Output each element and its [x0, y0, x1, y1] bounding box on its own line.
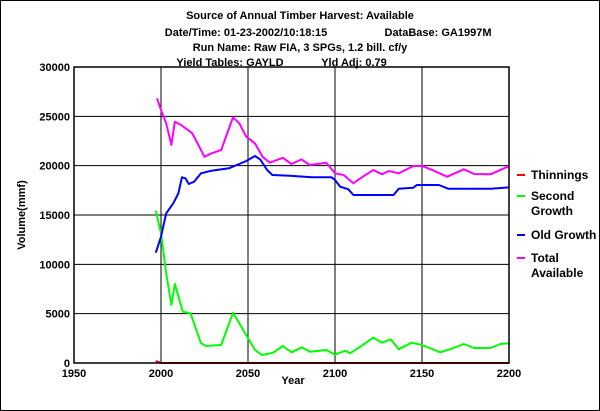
run-name-label: Run Name: Raw FIA, 3 SPGs, 1.2 bill. cf/… — [193, 42, 408, 54]
series-line-second-growth — [154, 210, 510, 356]
x-tick-label: 2150 — [410, 368, 434, 380]
series-line-old-growth — [154, 155, 510, 254]
axes: 0 5000 10000 15000 20000 25000 30000 1950 2000 20… — [39, 62, 521, 380]
y-tick-label: 30000 — [39, 62, 70, 74]
x-tick-label: 1950 — [62, 368, 86, 380]
y-axis-label: Volume(mmf) — [16, 180, 28, 250]
x-axis-label: Year — [281, 375, 305, 387]
y-tick-label: 20000 — [39, 161, 70, 173]
chart-title: Source of Annual Timber Harvest: Availab… — [186, 10, 414, 22]
legend-label: Old Growth — [531, 228, 596, 242]
x-tick-label: 2050 — [236, 368, 260, 380]
datetime-label: Date/Time: 01-23-2002/10:18:15 — [165, 27, 327, 39]
series-line-total-available — [156, 97, 510, 185]
series-group — [154, 97, 510, 364]
grid — [73, 66, 510, 364]
y-tick-label: 25000 — [39, 111, 70, 123]
legend-label: Total — [531, 251, 559, 265]
y-tick-label: 10000 — [39, 259, 70, 271]
y-tick-label: 5000 — [46, 309, 70, 321]
x-tick-label: 2100 — [323, 368, 347, 380]
legend-label: Growth — [531, 204, 573, 218]
x-tick-label: 2200 — [497, 368, 521, 380]
database-label: DataBase: GA1997M — [385, 27, 492, 39]
y-tick-label: 0 — [64, 358, 70, 370]
legend-label: Second — [531, 189, 574, 203]
plot-frame — [73, 66, 510, 364]
x-tick-label: 2000 — [149, 368, 173, 380]
yield-tables-label: Yield Tables: GAYLD — [176, 57, 283, 69]
legend-label: Thinnings — [531, 168, 589, 182]
y-tick-label: 15000 — [39, 210, 70, 222]
yld-adj-label: Yld Adj: 0.79 — [321, 57, 387, 69]
legend-label: Available — [531, 266, 584, 280]
